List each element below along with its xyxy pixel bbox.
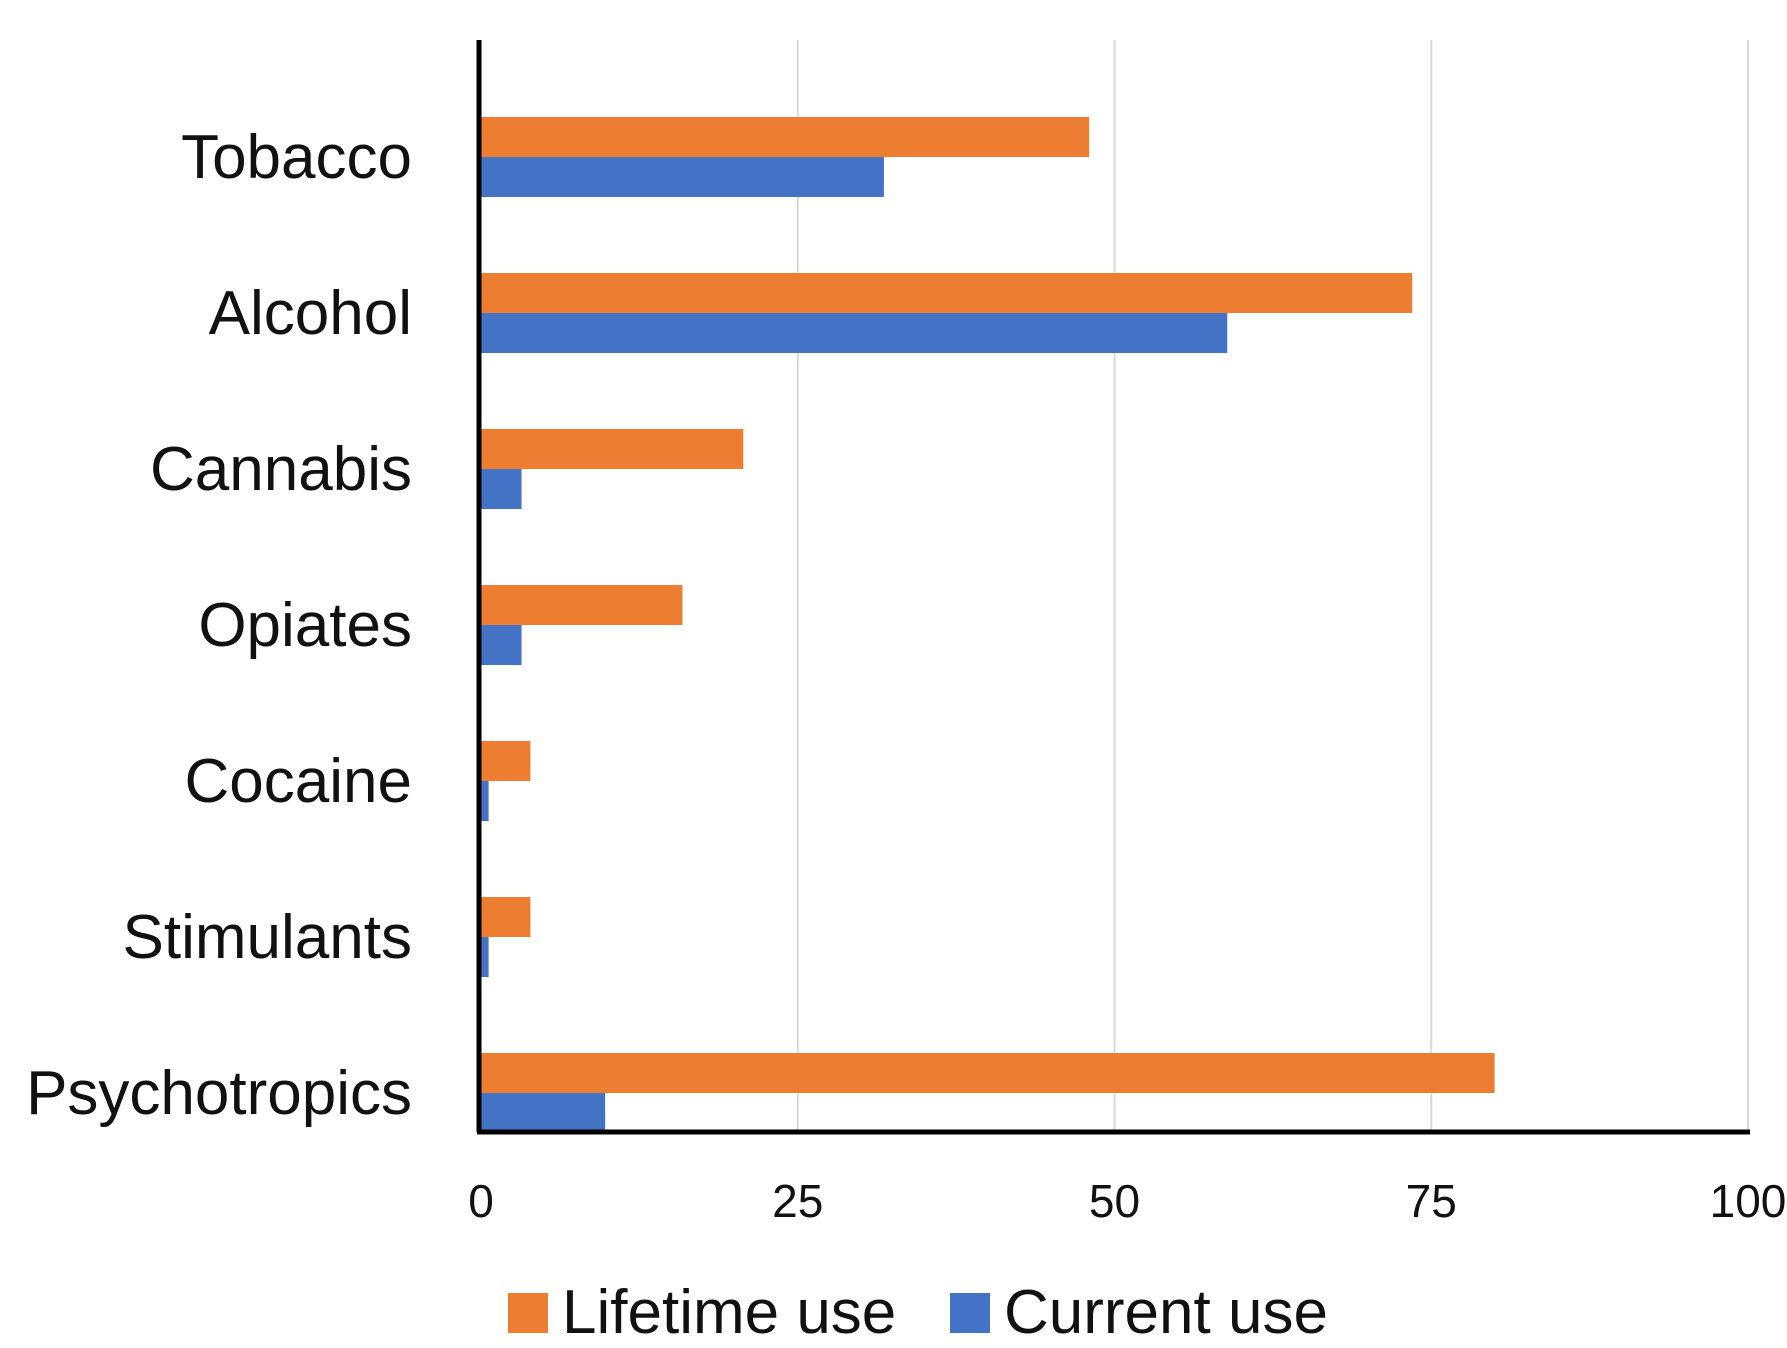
category-label-psychotropics: Psychotropics — [26, 1059, 412, 1128]
category-label-tobacco: Tobacco — [181, 123, 412, 192]
bar-stimulants-lifetime-use — [481, 897, 531, 937]
bar-tobacco-lifetime-use — [481, 117, 1090, 157]
category-label-cocaine: Cocaine — [185, 747, 412, 816]
category-label-opiates: Opiates — [198, 591, 412, 660]
bar-opiates-lifetime-use — [481, 585, 683, 625]
legend-label-current-use: Current use — [1004, 1278, 1328, 1343]
bar-cocaine-current-use — [481, 781, 489, 821]
x-tick-label-25: 25 — [772, 1175, 823, 1227]
category-label-stimulants: Stimulants — [123, 903, 412, 972]
category-label-alcohol: Alcohol — [209, 279, 412, 348]
bars — [481, 117, 1495, 1133]
bar-opiates-current-use — [481, 625, 522, 665]
bar-stimulants-current-use — [481, 937, 489, 977]
bar-tobacco-current-use — [481, 157, 884, 197]
legend: Lifetime use Current use — [508, 1278, 1328, 1347]
bar-psychotropics-current-use — [481, 1093, 606, 1133]
category-label-cannabis: Cannabis — [150, 435, 412, 504]
x-tick-label-50: 50 — [1089, 1175, 1140, 1227]
gridlines — [796, 40, 1749, 1132]
x-tick-label-0: 0 — [468, 1175, 494, 1227]
x-tick-label-75: 75 — [1406, 1175, 1457, 1227]
bar-cannabis-current-use — [481, 469, 522, 509]
bar-cannabis-lifetime-use — [481, 429, 744, 469]
legend-swatch-current-use — [950, 1293, 990, 1333]
legend-label-lifetime-use: Lifetime use — [562, 1278, 896, 1343]
x-tick-labels: 0 25 50 75 100 — [468, 1175, 1786, 1227]
x-tick-label-100: 100 — [1710, 1175, 1787, 1227]
bar-alcohol-current-use — [481, 313, 1228, 353]
bar-psychotropics-lifetime-use — [481, 1053, 1495, 1093]
bar-cocaine-lifetime-use — [481, 741, 531, 781]
bar-alcohol-lifetime-use — [481, 273, 1413, 313]
category-labels: Tobacco Alcohol Cannabis Opiates Cocaine Stim… — [26, 123, 412, 1128]
legend-swatch-lifetime-use — [508, 1293, 548, 1333]
